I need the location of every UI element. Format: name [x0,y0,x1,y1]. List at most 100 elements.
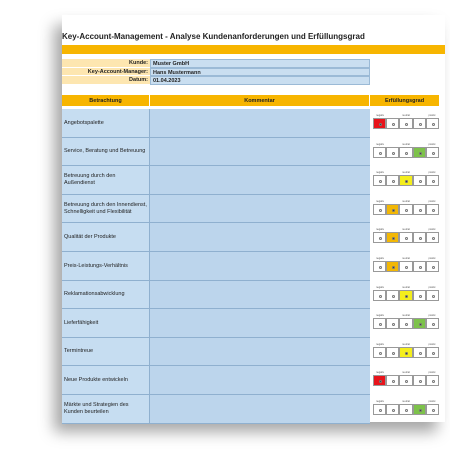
comment-cell [150,309,370,338]
row-label: Angebotspalette [62,109,150,138]
scale-label: neutral [402,142,410,146]
rating-dot [379,266,382,269]
rating-selected [399,175,413,187]
rating-cell [412,261,426,272]
scale-label: positiv [428,171,436,175]
column-header: Kommentar [150,95,370,106]
scale-label: negativ [375,228,385,232]
scale-label: positiv [428,142,436,146]
rating-dot [392,151,396,155]
rating-dot [392,180,396,184]
rating-dot [431,123,435,126]
rating-dot [379,151,382,155]
rating-scale: negativ neutral positiv [373,314,439,333]
info-label: Kunde: [62,59,150,68]
scale-label: neutral [402,228,410,232]
rating-selected [412,146,426,158]
rating-dot [405,208,409,212]
rating-dot [392,237,396,241]
rating-dot [418,351,422,355]
rating-cell [425,346,439,358]
scale-label: negativ [375,114,385,117]
scale-label: positiv [428,285,436,289]
rating-cell [373,289,387,301]
rating-dot [379,237,382,241]
comment-cell [150,223,370,252]
rating-dot [418,409,422,412]
rating-selected [386,261,400,272]
row-label: Märkte und Strategien des Kunden beurtei… [62,395,150,424]
rating-cell [399,375,413,387]
scale-label: neutral [402,171,410,175]
rating-dot [379,123,382,126]
scale-label: negativ [375,314,385,318]
scale-label: positiv [428,400,436,403]
rating-selected [373,375,387,387]
rating-dot [379,323,382,327]
rating-dot [392,409,396,412]
rating-cell [425,232,439,244]
scale-label: neutral [402,285,410,289]
rating-cell [425,289,439,301]
rating-scale: negativ neutral positiv [373,343,439,362]
rating-scale: negativ neutral positiv [373,400,439,419]
rating-dot [431,323,435,327]
rating-dot [392,380,396,384]
rating-dot [405,323,409,327]
scale-label: negativ [375,171,385,175]
comment-cell [150,109,370,138]
rating-dot [379,380,382,384]
comment-cell [150,252,370,281]
scale-label: positiv [428,257,436,260]
rating-dot [379,351,382,355]
rating-dot [379,409,382,412]
rating-cell [373,232,387,244]
info-label: Datum: [62,76,150,85]
comment-cell [150,337,370,367]
scale-label: negativ [375,342,385,346]
scale-label: neutral [402,400,410,403]
rating-scale: negativ neutral positiv [373,371,439,390]
rating-cell [373,146,387,158]
scale-label: positiv [428,199,436,203]
rating-dot [418,208,422,212]
rating-cell [399,404,413,415]
rating-cell [386,375,400,387]
rating-cell [412,289,426,301]
rating-cell [399,146,413,158]
rating-dot [392,351,396,355]
row-label: Service, Beratung und Betreuung [62,137,150,167]
rating-dot [418,323,422,327]
rating-scale: negativ neutral positiv [373,286,439,305]
scale-label: negativ [375,257,385,260]
rating-dot [405,237,409,241]
rating-cell [412,232,426,244]
row-label: Reklamationsabwicklung [62,280,150,310]
rating-dot [431,208,435,212]
rating-cell [399,203,413,215]
rating-cell [412,118,426,129]
rating-selected [373,118,387,129]
row-label: Qualität der Produkte [62,223,150,252]
scale-label: negativ [375,285,385,289]
scale-label: neutral [402,257,410,260]
rating-cell [373,175,387,187]
rating-dot [418,123,422,126]
rating-dot [431,380,435,384]
scale-label: positiv [428,114,436,117]
row-label: Preis-Leistungs-Verhältnis [62,252,150,281]
row-label: Neue Produkte entwickeln [62,366,150,395]
scale-label: positiv [428,228,436,232]
comment-cell [150,137,370,167]
comment-cell [150,366,370,395]
scale-label: neutral [402,199,410,203]
rating-cell [373,261,387,272]
scale-label: negativ [375,400,385,403]
comment-cell [150,166,370,195]
rating-dot [392,294,396,298]
rating-dot [431,409,435,412]
rating-cell [386,146,400,158]
rating-cell [373,318,387,330]
rating-cell [386,318,400,330]
scale-label: positiv [428,371,436,375]
